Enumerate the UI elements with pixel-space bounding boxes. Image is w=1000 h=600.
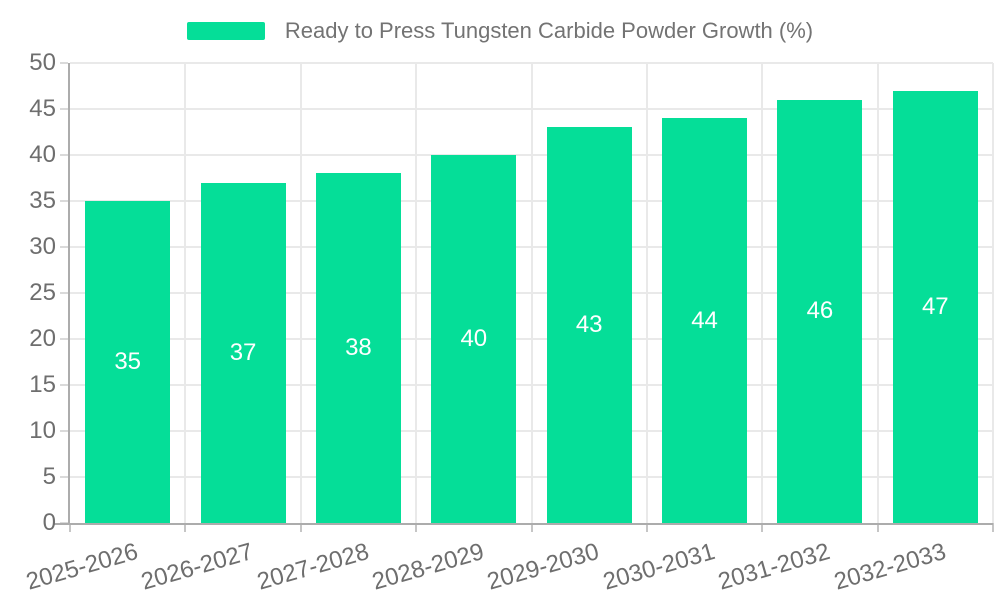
- bar[interactable]: 37: [200, 182, 286, 523]
- v-gridline: [530, 63, 533, 523]
- x-axis-tick-label: 2026-2027: [138, 538, 257, 596]
- y-axis-line: [68, 63, 70, 523]
- y-axis-tick-label: 5: [42, 463, 56, 490]
- y-axis-tick-label: 50: [29, 49, 56, 76]
- x-axis-tick-label: 2025-2026: [23, 538, 141, 596]
- v-gridline: [184, 63, 187, 523]
- x-axis-tick: [184, 523, 187, 532]
- v-gridline: [299, 63, 302, 523]
- x-axis-tick-label: 2032-2033: [830, 538, 949, 596]
- bar[interactable]: 38: [315, 173, 401, 523]
- y-axis-tick: [60, 338, 68, 340]
- x-axis-tick: [415, 523, 418, 532]
- x-axis-tick-label: 2030-2031: [599, 538, 718, 596]
- y-axis-tick: [60, 384, 68, 386]
- x-axis-tick: [876, 523, 879, 532]
- bar[interactable]: 35: [85, 201, 171, 523]
- y-axis-tick-label: 15: [29, 371, 56, 398]
- v-gridline: [645, 63, 648, 523]
- legend: Ready to Press Tungsten Carbide Powder G…: [0, 17, 1000, 45]
- y-axis-tick: [60, 154, 68, 156]
- y-axis-tick-label: 30: [29, 233, 56, 260]
- bar[interactable]: 43: [546, 127, 632, 523]
- y-axis-tick-label: 40: [29, 141, 56, 168]
- legend-swatch: [186, 22, 265, 40]
- y-axis-tick: [60, 430, 68, 432]
- x-axis-tick-label: 2031-2032: [715, 538, 834, 596]
- bar-value-label: 40: [460, 325, 488, 352]
- bar-value-label: 47: [921, 292, 949, 320]
- legend-item[interactable]: Ready to Press Tungsten Carbide Powder G…: [186, 17, 814, 45]
- bar[interactable]: 47: [892, 90, 978, 523]
- x-axis-tick-label: 2027-2028: [253, 538, 372, 596]
- y-axis-tick-label: 20: [29, 325, 56, 352]
- y-axis-tick: [60, 476, 68, 478]
- y-axis-tick: [60, 246, 68, 248]
- bar[interactable]: 46: [777, 99, 863, 523]
- y-axis-tick: [60, 62, 68, 65]
- y-axis-tick-label: 10: [29, 417, 56, 444]
- y-axis-tick: [60, 200, 68, 202]
- x-axis-tick-label: 2029-2030: [484, 538, 603, 596]
- x-axis-tick: [992, 523, 994, 532]
- v-gridline: [876, 63, 879, 523]
- x-axis-line: [54, 523, 993, 525]
- bar-value-label: 38: [345, 334, 372, 362]
- bar-value-label: 46: [806, 297, 834, 325]
- x-axis-tick: [530, 523, 533, 532]
- v-gridline: [761, 63, 764, 523]
- y-axis-tick: [60, 292, 68, 294]
- bar-value-label: 37: [229, 338, 257, 366]
- v-gridline: [415, 63, 418, 523]
- x-axis-tick: [299, 523, 302, 532]
- plot-area: 35 37 38 40 43 44 46 47: [54, 62, 994, 532]
- x-axis-tick: [645, 523, 648, 532]
- bar-value-label: 43: [575, 311, 603, 339]
- y-axis-tick: [60, 108, 68, 110]
- y-axis-tick-label: 35: [29, 187, 56, 214]
- y-axis-tick-label: 25: [29, 279, 56, 306]
- bar-value-label: 44: [691, 306, 718, 334]
- x-axis-tick: [69, 523, 71, 532]
- bar[interactable]: 44: [662, 118, 748, 523]
- y-axis-tick-label: 45: [29, 95, 56, 122]
- x-axis-tick: [761, 523, 764, 532]
- bar[interactable]: 40: [431, 155, 517, 523]
- legend-series-label: Ready to Press Tungsten Carbide Powder G…: [284, 18, 814, 43]
- bar-value-label: 35: [114, 348, 142, 375]
- v-gridline: [992, 63, 994, 523]
- x-axis-tick-label: 2028-2029: [369, 538, 487, 596]
